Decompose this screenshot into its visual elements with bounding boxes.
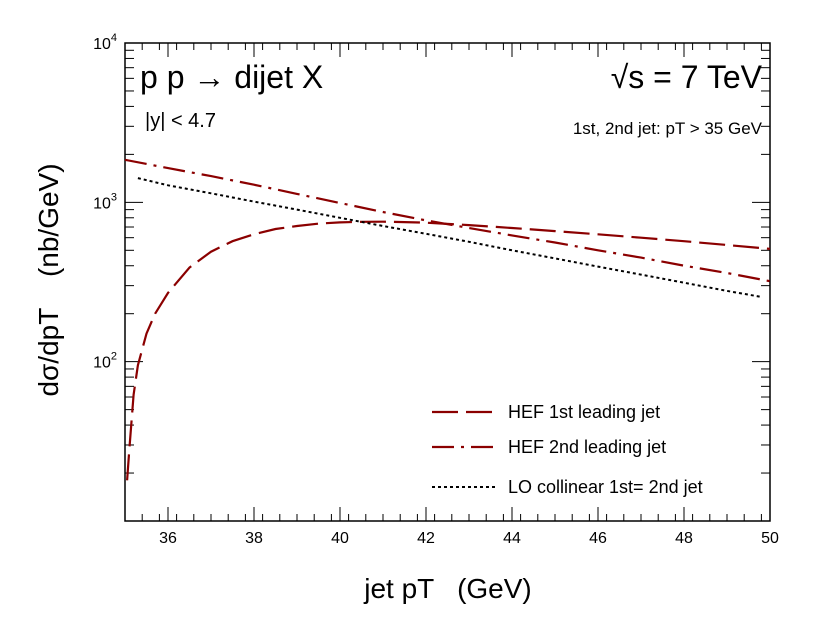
x-axis-label: jet pT (GeV) [363,573,532,604]
legend: HEF 1st leading jet HEF 2nd leading jet LO… [432,402,703,497]
x-tick-label: 36 [159,530,177,547]
x-tick-label: 48 [675,530,693,547]
axis-tick-labels: 36 38 40 42 44 46 48 50 102 103 104 [93,32,779,547]
x-tick-label: 50 [761,530,779,547]
x-tick-label: 42 [417,530,435,547]
series-line-1 [126,220,771,481]
legend-label-2: HEF 2nd leading jet [508,437,666,457]
y-tick-label: 104 [93,32,117,53]
x-tick-label: 40 [331,530,349,547]
legend-label-1: HEF 1st leading jet [508,402,660,422]
legend-label-3: LO collinear 1st= 2nd jet [508,477,703,497]
x-tick-label: 38 [245,530,263,547]
axis-ticks [124,42,771,521]
series-group [124,158,771,481]
series-line-3 [137,177,762,298]
y-tick-label: 102 [93,351,117,372]
series-line-2 [124,158,771,283]
energy-label: √s = 7 TeV [611,59,763,95]
rapidity-cut: |y| < 4.7 [145,110,216,132]
chart-title: p p → dijet X [140,59,323,95]
x-tick-label: 44 [503,530,521,547]
plot-frame [124,42,771,522]
x-tick-label: 46 [589,530,607,547]
jet-cut: 1st, 2nd jet: pT > 35 GeV [573,119,763,138]
y-tick-label: 103 [93,191,117,212]
y-axis-label: dσ/dpT (nb/GeV) [33,163,64,396]
